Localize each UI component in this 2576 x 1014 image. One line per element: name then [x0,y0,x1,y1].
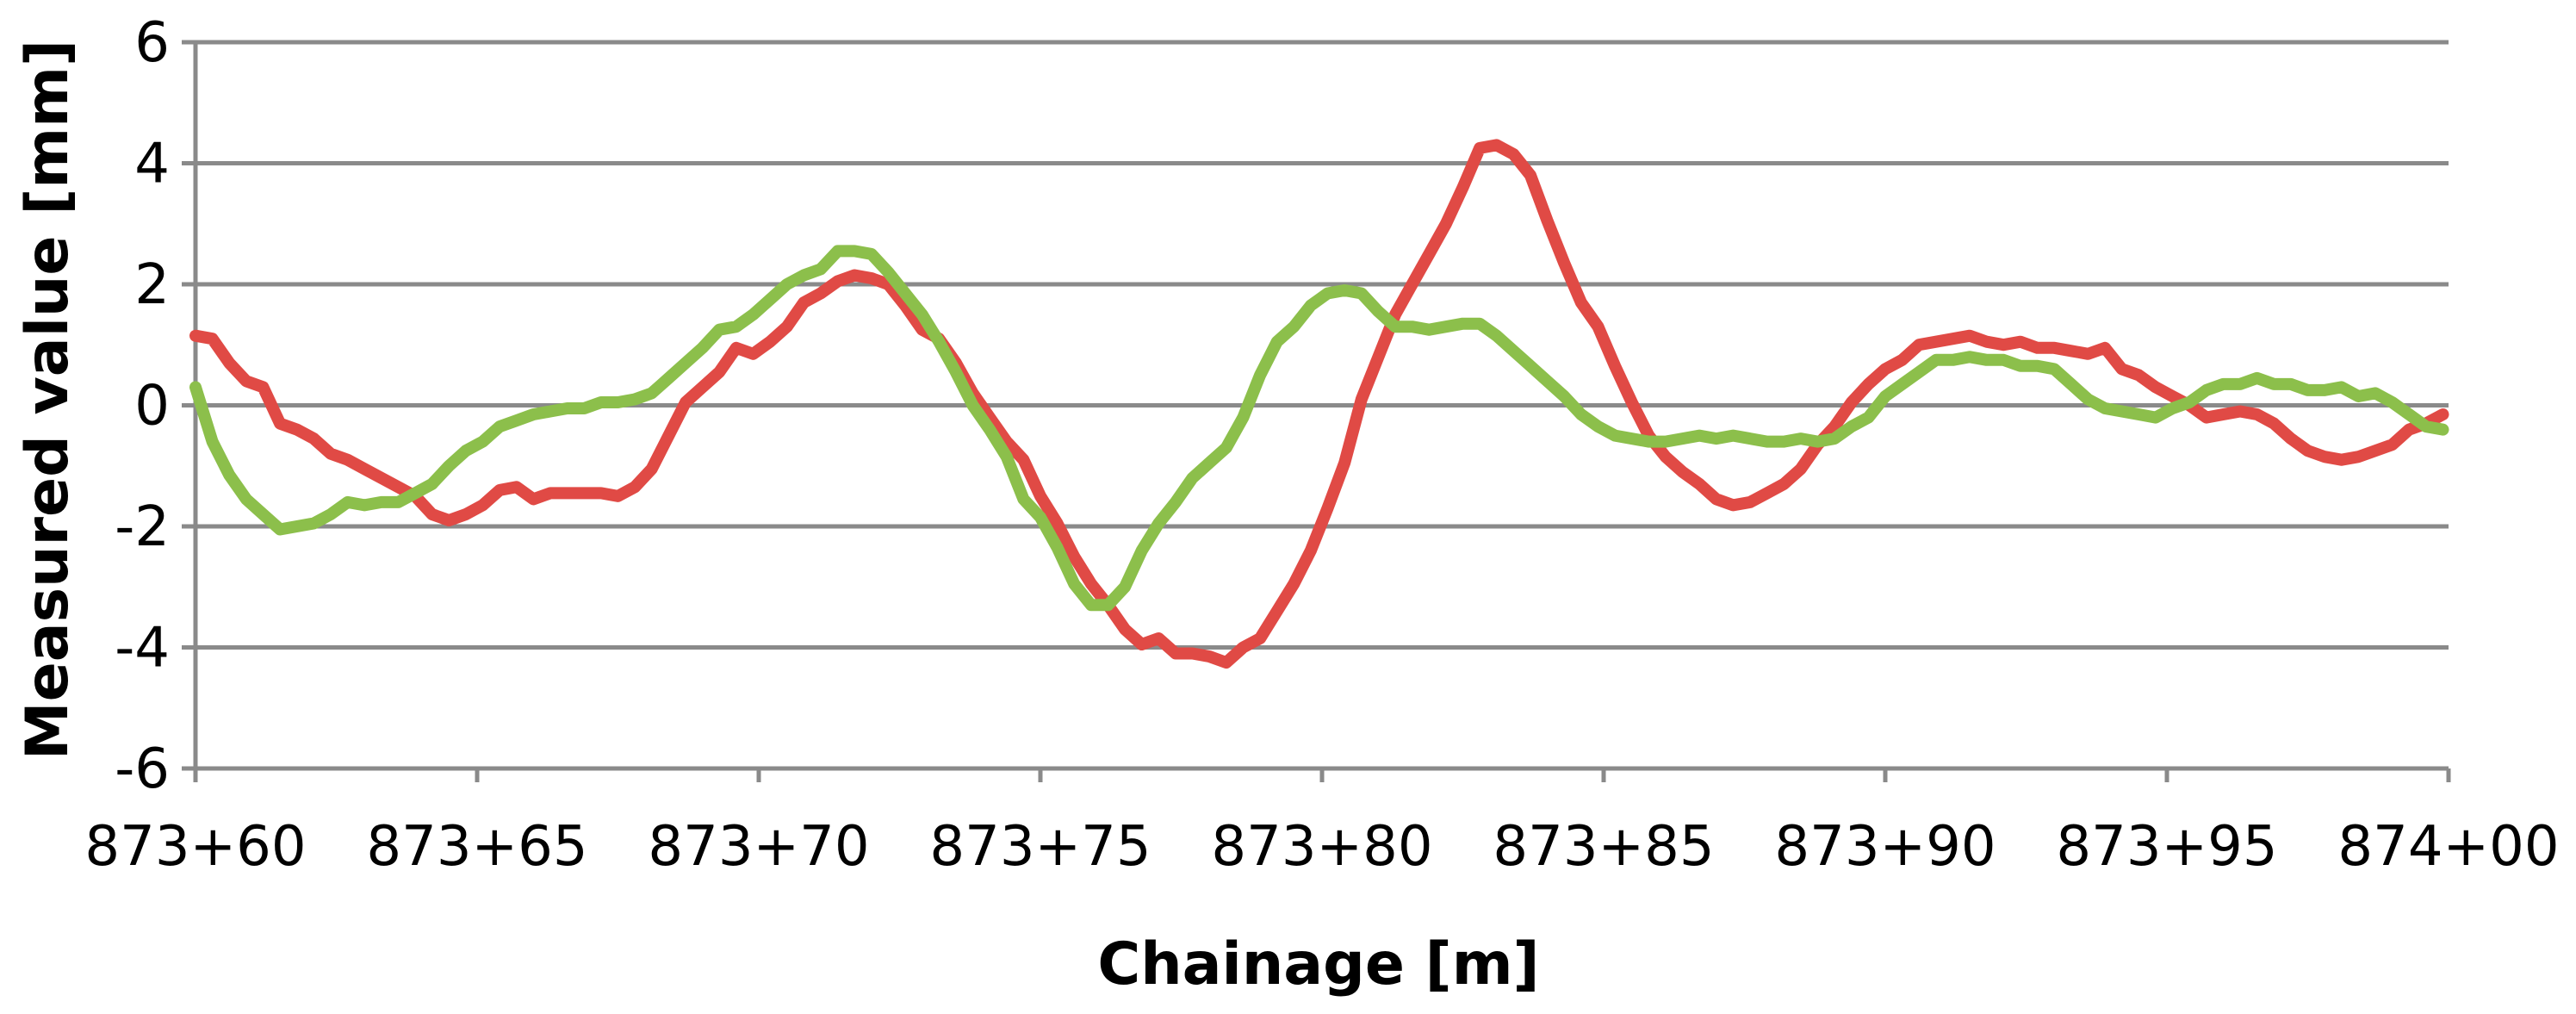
x-tick-label: 874+00 [2337,815,2559,879]
y-tick-label: 6 [134,11,170,75]
series-line-1 [189,139,2449,669]
y-tick-label: -2 [115,495,170,559]
x-tick-label: 873+80 [1211,815,1432,879]
series-lines [189,139,2449,669]
x-tick-label: 873+90 [1774,815,1996,879]
y-tick-label: 0 [134,375,170,439]
x-tick-label: 873+95 [2056,815,2277,879]
y-tick-label: 4 [134,133,170,196]
y-tick-labels: -6 -4 -2 0 2 4 6 [115,11,170,801]
x-tick-label: 873+65 [366,815,587,879]
y-axis-title: Measured value [mm] [14,40,82,760]
y-tick-label: -6 [115,737,170,801]
x-tick-label: 873+60 [84,815,306,879]
x-tick-label: 873+75 [929,815,1151,879]
x-tick-label: 873+85 [1493,815,1714,879]
x-tick-label: 873+70 [648,815,869,879]
x-axis-title: Chainage [m] [1097,930,1539,998]
y-tick-label: -4 [115,617,170,681]
series-line-2 [189,245,2449,612]
x-tick-labels: 873+60 873+65 873+70 873+75 873+80 873+85 873+… [84,815,2559,879]
y-tick-label: 2 [134,253,170,317]
